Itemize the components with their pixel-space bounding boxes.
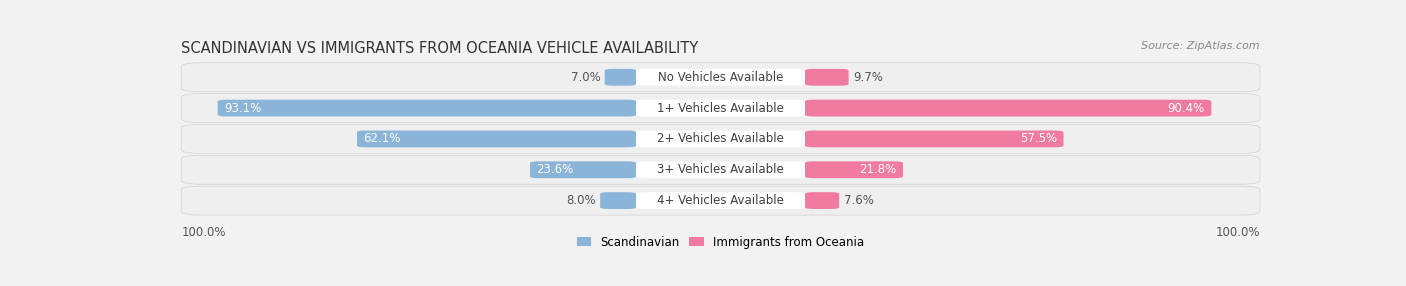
Text: 93.1%: 93.1% bbox=[224, 102, 262, 115]
Text: 2+ Vehicles Available: 2+ Vehicles Available bbox=[657, 132, 785, 145]
FancyBboxPatch shape bbox=[600, 192, 636, 209]
Text: 23.6%: 23.6% bbox=[537, 163, 574, 176]
Text: 100.0%: 100.0% bbox=[181, 226, 226, 239]
FancyBboxPatch shape bbox=[806, 69, 849, 86]
FancyBboxPatch shape bbox=[636, 192, 806, 209]
FancyBboxPatch shape bbox=[357, 130, 636, 147]
Text: No Vehicles Available: No Vehicles Available bbox=[658, 71, 783, 84]
FancyBboxPatch shape bbox=[806, 192, 839, 209]
FancyBboxPatch shape bbox=[181, 94, 1260, 123]
Text: 7.0%: 7.0% bbox=[571, 71, 600, 84]
Text: Source: ZipAtlas.com: Source: ZipAtlas.com bbox=[1142, 41, 1260, 51]
FancyBboxPatch shape bbox=[806, 130, 1063, 147]
FancyBboxPatch shape bbox=[218, 100, 636, 116]
Legend: Scandinavian, Immigrants from Oceania: Scandinavian, Immigrants from Oceania bbox=[576, 236, 865, 249]
Text: 62.1%: 62.1% bbox=[364, 132, 401, 145]
Text: 7.6%: 7.6% bbox=[844, 194, 873, 207]
Text: 21.8%: 21.8% bbox=[859, 163, 897, 176]
FancyBboxPatch shape bbox=[636, 69, 806, 86]
FancyBboxPatch shape bbox=[806, 100, 1212, 116]
FancyBboxPatch shape bbox=[181, 186, 1260, 215]
FancyBboxPatch shape bbox=[181, 155, 1260, 184]
Text: 57.5%: 57.5% bbox=[1019, 132, 1057, 145]
Text: 100.0%: 100.0% bbox=[1215, 226, 1260, 239]
Text: 8.0%: 8.0% bbox=[567, 194, 596, 207]
Text: 3+ Vehicles Available: 3+ Vehicles Available bbox=[657, 163, 785, 176]
Text: SCANDINAVIAN VS IMMIGRANTS FROM OCEANIA VEHICLE AVAILABILITY: SCANDINAVIAN VS IMMIGRANTS FROM OCEANIA … bbox=[181, 41, 699, 56]
FancyBboxPatch shape bbox=[605, 69, 636, 86]
Text: 4+ Vehicles Available: 4+ Vehicles Available bbox=[657, 194, 785, 207]
FancyBboxPatch shape bbox=[181, 63, 1260, 92]
FancyBboxPatch shape bbox=[181, 124, 1260, 153]
Text: 9.7%: 9.7% bbox=[853, 71, 883, 84]
Text: 1+ Vehicles Available: 1+ Vehicles Available bbox=[657, 102, 785, 115]
FancyBboxPatch shape bbox=[806, 161, 903, 178]
FancyBboxPatch shape bbox=[530, 161, 636, 178]
FancyBboxPatch shape bbox=[636, 130, 806, 147]
FancyBboxPatch shape bbox=[636, 161, 806, 178]
Text: 90.4%: 90.4% bbox=[1167, 102, 1205, 115]
FancyBboxPatch shape bbox=[636, 100, 806, 116]
